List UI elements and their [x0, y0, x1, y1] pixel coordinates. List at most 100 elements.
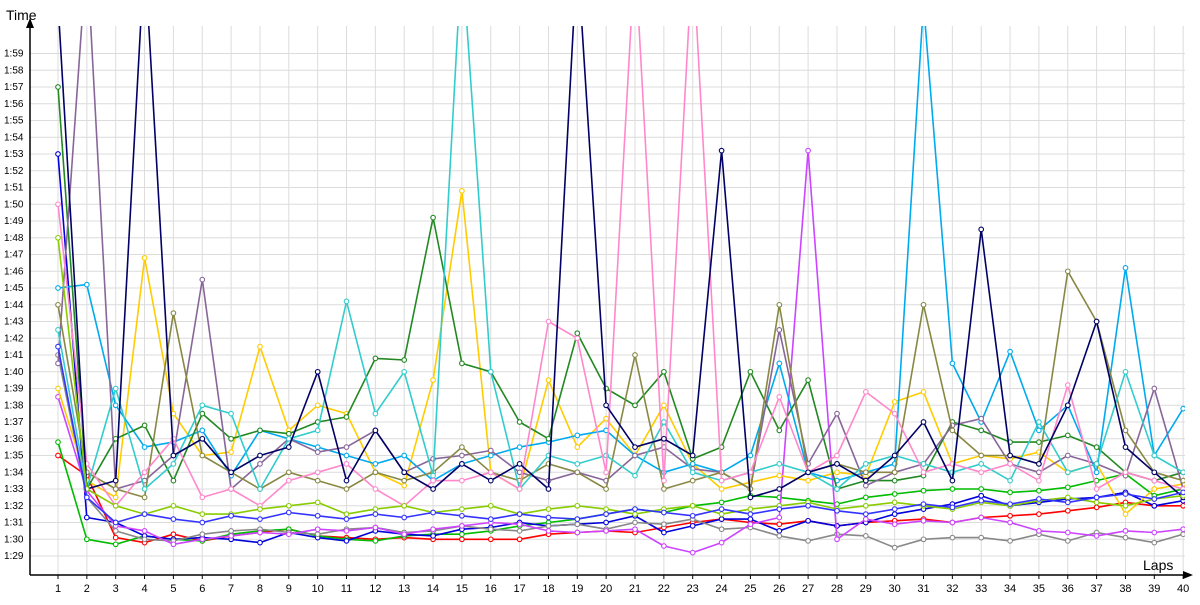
- data-point: [920, 419, 927, 425]
- data-point: [372, 486, 379, 492]
- y-tick-label: 1:48: [4, 233, 24, 244]
- data-point: [257, 452, 263, 459]
- y-tick-label: 1:56: [4, 99, 24, 110]
- data-point: [862, 461, 869, 467]
- data-point: [372, 410, 379, 417]
- x-tick-label: 11: [341, 583, 352, 595]
- data-point: [1064, 268, 1071, 275]
- data-point: [603, 511, 609, 517]
- data-point: [805, 517, 811, 524]
- data-point: [372, 538, 379, 544]
- data-point: [545, 435, 552, 442]
- data-point: [257, 506, 263, 512]
- data-point: [199, 410, 206, 417]
- x-tick-label: 5: [170, 583, 176, 595]
- data-point: [718, 499, 725, 506]
- data-point: [776, 521, 783, 528]
- data-point: [55, 201, 61, 208]
- data-point: [834, 469, 840, 476]
- data-point: [632, 452, 638, 459]
- data-point: [1122, 502, 1129, 509]
- data-point: [1007, 501, 1013, 507]
- data-point: [1151, 477, 1158, 484]
- data-point: [55, 452, 61, 459]
- data-point: [632, 511, 638, 517]
- data-point: [285, 469, 292, 476]
- data-point: [83, 536, 90, 543]
- data-point: [459, 360, 465, 367]
- data-point: [689, 477, 696, 484]
- y-tick-label: 1:30: [4, 534, 24, 545]
- data-point: [228, 512, 234, 519]
- y-tick-label: 1:51: [4, 183, 24, 194]
- data-point: [1180, 531, 1185, 538]
- data-point: [1064, 494, 1071, 501]
- data-point: [401, 469, 408, 476]
- data-point: [862, 516, 869, 522]
- data-point: [545, 377, 552, 383]
- data-point: [978, 461, 985, 467]
- data-point: [718, 526, 725, 533]
- y-tick-label: 1:29: [4, 551, 24, 562]
- data-point: [891, 521, 898, 528]
- data-point: [1064, 499, 1071, 506]
- data-point: [257, 539, 263, 546]
- data-point: [141, 469, 148, 476]
- data-point: [747, 368, 754, 375]
- data-point: [1122, 265, 1129, 271]
- data-point: [199, 519, 206, 526]
- x-tick-label: 10: [312, 583, 324, 595]
- data-point: [661, 477, 667, 484]
- data-point: [1036, 427, 1042, 434]
- data-point: [718, 539, 725, 546]
- data-point: [1064, 402, 1071, 409]
- data-point: [574, 529, 581, 536]
- data-point: [112, 402, 119, 409]
- data-point: [112, 494, 119, 501]
- y-tick-label: 1:39: [4, 384, 24, 395]
- data-point: [1180, 526, 1185, 533]
- series-line: [57, 354, 1184, 549]
- data-point: [718, 477, 725, 484]
- data-point: [1093, 318, 1100, 325]
- data-point: [1064, 469, 1071, 476]
- axes: Time Laps: [6, 7, 1193, 579]
- data-point: [776, 528, 783, 534]
- data-point: [891, 399, 898, 405]
- data-point: [459, 506, 465, 512]
- data-point: [1036, 511, 1042, 517]
- data-point: [718, 486, 725, 492]
- data-point: [228, 435, 234, 442]
- data-point: [661, 521, 667, 528]
- data-point: [343, 477, 350, 484]
- x-tick-label: 28: [831, 583, 843, 595]
- data-point: [170, 310, 177, 316]
- data-point: [1036, 496, 1042, 502]
- data-point: [1093, 533, 1100, 539]
- data-point: [1180, 477, 1185, 484]
- data-point: [1036, 439, 1042, 445]
- data-point: [516, 486, 523, 492]
- x-tick-label: 21: [629, 583, 641, 595]
- data-point: [862, 482, 869, 489]
- data-point: [285, 477, 292, 484]
- data-point: [689, 452, 696, 459]
- data-point: [459, 512, 465, 519]
- data-point: [141, 255, 148, 261]
- data-point: [776, 514, 783, 521]
- y-tick-label: 1:42: [4, 333, 24, 344]
- data-point: [55, 385, 61, 392]
- x-tick-label: 33: [975, 583, 987, 595]
- data-point: [862, 502, 869, 509]
- data-point: [1093, 499, 1100, 506]
- y-tick-label: 1:59: [4, 49, 24, 60]
- data-point: [516, 444, 523, 450]
- data-point: [834, 486, 840, 492]
- x-tick-label: 18: [542, 583, 554, 595]
- data-point: [862, 389, 869, 395]
- data-point: [372, 511, 379, 517]
- data-point: [574, 516, 581, 522]
- data-point: [574, 502, 581, 509]
- data-point: [776, 327, 783, 333]
